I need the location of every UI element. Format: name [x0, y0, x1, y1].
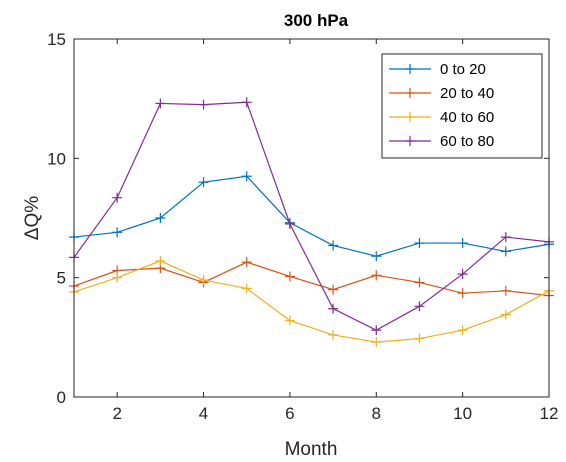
- legend-item: 20 to 40: [389, 85, 494, 102]
- data-point: [371, 270, 382, 281]
- plot-frame: [73, 38, 550, 398]
- data-point: [414, 333, 425, 344]
- data-point: [155, 255, 166, 266]
- data-point: [284, 218, 295, 229]
- legend: 0 to 20 20 to 40 40 to 60 60 to 80: [381, 53, 543, 159]
- data-point: [284, 315, 295, 326]
- series-line: [73, 101, 550, 331]
- x-tick-label: 8: [372, 404, 381, 423]
- legend-label: 0 to 20: [440, 61, 486, 78]
- data-point: [500, 232, 511, 243]
- data-point: [112, 272, 123, 283]
- y-tick-label: 15: [47, 30, 66, 49]
- data-point: [112, 227, 123, 238]
- data-point: [328, 240, 339, 251]
- y-tick-label: 10: [47, 149, 66, 168]
- y-tick-label: 0: [57, 388, 66, 407]
- data-point: [241, 257, 252, 268]
- series-group: [69, 97, 554, 348]
- data-point: [457, 325, 468, 336]
- data-point: [414, 238, 425, 249]
- data-point: [500, 246, 511, 257]
- data-point: [328, 284, 339, 295]
- data-point: [414, 277, 425, 288]
- x-tick-label: 10: [453, 404, 472, 423]
- data-point: [198, 275, 209, 286]
- series-line: [73, 175, 550, 257]
- data-point: [414, 301, 425, 312]
- series-3: [69, 255, 554, 348]
- data-point: [328, 329, 339, 340]
- x-tick-label: 12: [540, 404, 559, 423]
- data-point: [198, 99, 209, 110]
- data-point: [241, 283, 252, 294]
- data-point: [198, 177, 209, 188]
- data-point: [371, 251, 382, 262]
- data-point: [457, 269, 468, 280]
- series-line: [73, 261, 550, 297]
- data-point: [241, 171, 252, 182]
- data-point: [328, 303, 339, 314]
- legend-label: 20 to 40: [440, 85, 494, 102]
- chart-title: 300 hPa: [284, 11, 349, 30]
- legend-item: 40 to 60: [389, 109, 494, 126]
- y-tick-label: 5: [57, 269, 66, 288]
- data-point: [112, 192, 123, 203]
- data-point: [241, 97, 252, 108]
- data-point: [371, 337, 382, 348]
- x-tick-label: 6: [285, 404, 294, 423]
- legend-label: 40 to 60: [440, 109, 494, 126]
- data-point: [284, 271, 295, 282]
- data-point: [457, 238, 468, 249]
- axis-ticks: 2 4 6 8 10 12 0 5 10 15: [47, 30, 558, 423]
- legend-label: 60 to 80: [440, 133, 494, 150]
- x-axis-label: Month: [285, 439, 338, 460]
- data-point: [457, 288, 468, 299]
- data-point: [155, 98, 166, 109]
- data-point: [500, 285, 511, 296]
- data-point: [371, 325, 382, 336]
- x-tick-label: 4: [199, 404, 208, 423]
- legend-item: 0 to 20: [389, 61, 486, 78]
- data-point: [155, 213, 166, 223]
- data-point: [500, 309, 511, 320]
- legend-item: 60 to 80: [389, 133, 494, 150]
- y-axis-label: ΔQ%: [22, 196, 43, 240]
- x-tick-label: 2: [112, 404, 121, 423]
- series-line: [73, 260, 550, 343]
